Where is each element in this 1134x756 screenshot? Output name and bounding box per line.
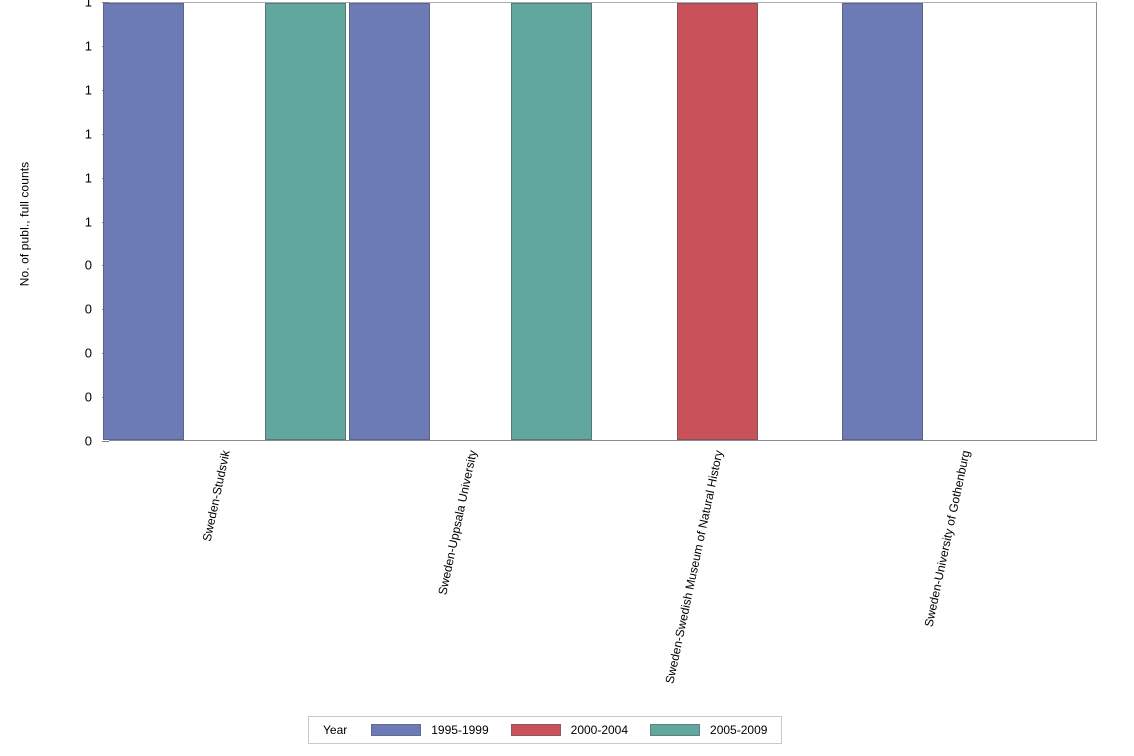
x-tick-label: Sweden-Uppsala University [435, 449, 480, 597]
legend-title: Year [323, 723, 348, 737]
y-tick-label: 1 [84, 126, 92, 142]
y-tick-label: 0 [84, 301, 92, 317]
y-tick-label: 1 [84, 82, 92, 98]
x-tick-label: Sweden-Swedish Museum of Natural History [662, 449, 726, 685]
legend-color-swatch [371, 724, 422, 736]
legend: Year 1995-1999 2000-2004 2005-2009 [308, 716, 783, 744]
legend-entry[interactable]: 1995-1999 [371, 723, 489, 737]
y-tick-mark-major [102, 441, 109, 442]
legend-entry-label: 2000-2004 [570, 723, 629, 737]
legend-entry-label: 2005-2009 [710, 723, 768, 737]
plot-area [102, 2, 1097, 441]
legend-color-swatch [510, 724, 561, 736]
y-tick-label: 0 [84, 345, 92, 361]
bar [842, 3, 924, 440]
x-tick-label: Sweden-University of Gothenburg [921, 449, 973, 629]
x-tick-label: Sweden-Studsvik [199, 449, 233, 543]
y-tick-label: 1 [84, 0, 92, 10]
x-axis-tick-labels: Sweden-Studsvik Sweden-Uppsala University… [109, 441, 1097, 701]
legend-entry-label: 1995-1999 [431, 723, 489, 737]
bar [676, 3, 758, 440]
y-axis-tick-labels: 1 1 1 1 1 1 0 0 0 0 0 [58, 0, 98, 449]
legend-entry[interactable]: 2005-2009 [650, 723, 767, 737]
legend-color-swatch [650, 724, 701, 736]
bar [264, 3, 346, 440]
y-tick-mark-major [102, 2, 109, 3]
bar [349, 3, 431, 440]
y-tick-label: 0 [84, 389, 92, 405]
y-tick-label: 1 [84, 214, 92, 229]
y-axis-title: No. of publ., full counts [0, 0, 48, 447]
y-tick-label: 1 [84, 170, 92, 186]
y-axis-title-text: No. of publ., full counts [17, 161, 32, 286]
legend-entry[interactable]: 2000-2004 [510, 723, 629, 737]
bar [511, 3, 593, 440]
y-tick-label: 1 [84, 38, 92, 54]
y-tick-label: 0 [84, 257, 92, 273]
bar-group-container [102, 3, 1096, 440]
y-tick-label: 0 [84, 433, 92, 449]
bar [102, 3, 184, 440]
